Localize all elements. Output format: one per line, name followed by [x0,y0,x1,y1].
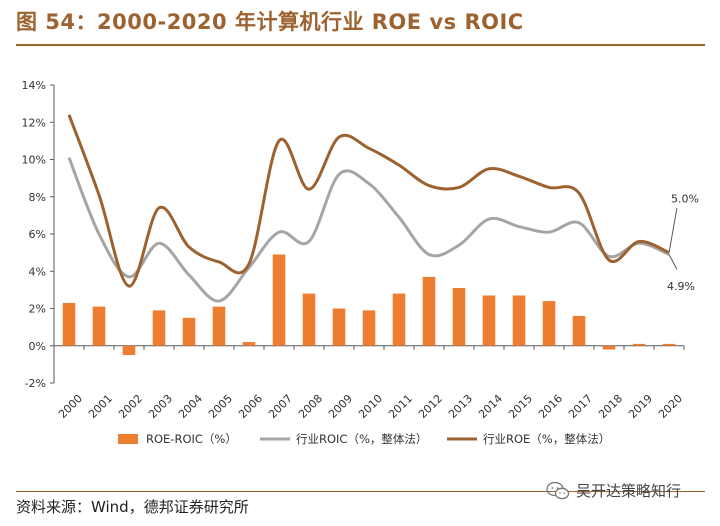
x-tick-label: 2017 [566,392,595,421]
bar [422,276,436,346]
x-tick-label: 2013 [446,392,475,421]
watermark: 吴开达策略知行 [546,480,681,501]
x-tick-label: 2004 [176,392,205,421]
bar [152,310,166,346]
source-divider [16,491,705,492]
bar [332,308,346,346]
roic-line [67,157,670,303]
chart-legend: ROE-ROIC（%） 行业ROIC（%，整体法） 行业ROE（%，整体法） [118,432,610,446]
title-divider [16,44,705,46]
bar [572,315,586,346]
chart-svg: -2%0%2%4%6%8%10%12%14%2000 2001 2002 2003 20… [22,79,699,446]
bar [122,345,136,356]
bar [242,342,256,346]
chart-axes: -2%0%2%4%6%8%10%12%14%2000 2001 2002 2003 20… [22,79,685,421]
y-tick-label: 10% [22,154,46,167]
bar [92,306,106,346]
bar [362,310,376,346]
x-tick-label: 2014 [476,392,505,421]
bar [392,293,406,346]
bar-series [62,254,676,356]
legend-roe-roic-label: ROE-ROIC（%） [146,432,237,446]
legend-roe-roic-swatch [118,434,138,444]
bar [62,302,76,346]
x-tick-label: 2020 [656,392,685,421]
x-tick-label: 2019 [626,392,655,421]
x-tick-label: 2003 [146,392,175,421]
x-tick-label: 2008 [296,392,325,421]
wechat-icon [546,481,570,499]
bar [182,317,196,346]
y-tick-label: 2% [29,303,46,316]
x-tick-label: 2016 [536,392,565,421]
bar [602,345,616,350]
y-tick-label: 6% [29,228,46,241]
bar [302,293,316,346]
bar [662,343,676,346]
bar [482,295,496,346]
roe-line [67,114,670,288]
y-tick-label: -2% [25,377,46,390]
x-tick-label: 2009 [326,392,355,421]
x-tick-label: 2011 [386,392,415,421]
x-tick-label: 2012 [416,392,445,421]
y-tick-label: 12% [22,116,46,129]
chart-title: 图 54：2000-2020 年计算机行业 ROE vs ROIC [16,10,524,34]
y-tick-label: 0% [29,340,46,353]
x-tick-label: 2018 [596,392,625,421]
x-tick-label: 2007 [266,392,295,421]
bar [452,288,466,346]
x-tick-label: 2010 [356,392,385,421]
x-tick-label: 2015 [506,392,535,421]
bar [212,306,226,346]
x-tick-label: 2002 [116,392,145,421]
legend-roe-label: 行业ROE（%，整体法） [483,432,610,446]
bar [632,343,646,346]
annotation-roic-2020: 4.9% [667,280,695,293]
y-tick-label: 14% [22,79,46,92]
x-tick-label: 2006 [236,392,265,421]
y-tick-label: 4% [29,265,46,278]
bar [512,295,526,346]
annotation-roe-2020: 5.0% [671,192,699,205]
watermark-text: 吴开达策略知行 [576,482,682,500]
y-tick-label: 8% [29,191,46,204]
x-tick-label: 2000 [56,392,85,421]
x-tick-label: 2001 [86,392,115,421]
legend-roic-label: 行业ROIC（%，整体法） [296,432,427,446]
annotation-leader [668,254,678,270]
source-note: 资料来源：Wind，德邦证券研究所 [16,498,249,516]
bar [542,301,556,346]
line-series [67,114,670,303]
bar [272,254,286,346]
x-tick-label: 2005 [206,392,235,421]
annotation-leader [668,207,678,253]
annotations: 5.0% 4.9% [667,192,699,293]
